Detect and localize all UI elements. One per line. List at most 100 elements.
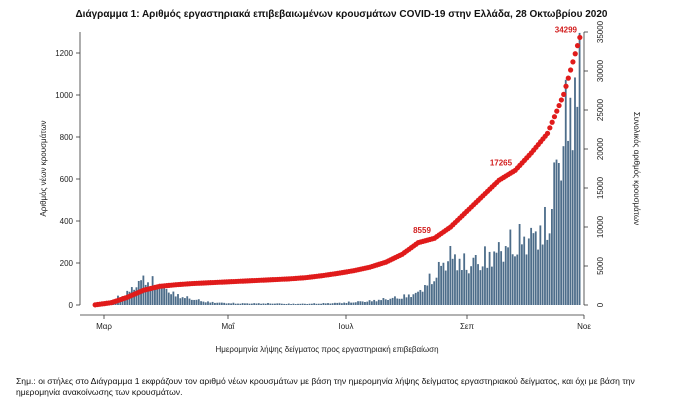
bar bbox=[220, 302, 223, 305]
bar bbox=[495, 252, 498, 305]
bar bbox=[165, 288, 168, 305]
cumulative-cases-dots bbox=[92, 34, 583, 308]
daily-cases-bars bbox=[94, 32, 581, 305]
bar bbox=[154, 286, 156, 305]
chart-annotations: 8559 17265 34299 bbox=[413, 25, 577, 235]
bar bbox=[500, 251, 503, 305]
bar bbox=[347, 301, 350, 305]
bar bbox=[447, 261, 449, 305]
bar bbox=[509, 229, 512, 305]
bar bbox=[504, 246, 507, 305]
bar bbox=[384, 299, 387, 305]
bar bbox=[479, 270, 482, 305]
bar bbox=[218, 302, 221, 305]
bar bbox=[167, 292, 170, 305]
bar bbox=[336, 302, 339, 305]
bar bbox=[343, 302, 346, 305]
bar bbox=[442, 262, 445, 305]
bar bbox=[405, 297, 408, 305]
bar bbox=[197, 299, 200, 305]
bar bbox=[437, 261, 440, 305]
y2-tick-label: 20000 bbox=[596, 137, 605, 160]
bar bbox=[144, 284, 147, 305]
y2-tick-label: 0 bbox=[596, 302, 605, 307]
bar bbox=[463, 253, 466, 305]
bar bbox=[364, 302, 366, 305]
cumulative-point bbox=[572, 51, 578, 57]
bar bbox=[352, 302, 355, 305]
bar bbox=[557, 163, 560, 305]
bar bbox=[456, 270, 459, 305]
bar bbox=[527, 238, 530, 305]
bar bbox=[329, 303, 332, 305]
x-tick-label: Μαρ bbox=[96, 322, 112, 331]
bar bbox=[246, 303, 249, 305]
bar bbox=[449, 245, 452, 305]
bar bbox=[414, 292, 417, 305]
bar bbox=[451, 258, 454, 305]
bar bbox=[188, 298, 191, 305]
cumulative-point bbox=[551, 114, 558, 120]
bar bbox=[516, 254, 519, 305]
bar bbox=[454, 254, 456, 305]
bar bbox=[419, 289, 422, 305]
bar bbox=[216, 302, 219, 305]
bar bbox=[340, 303, 343, 305]
bar bbox=[518, 224, 521, 305]
bar bbox=[177, 294, 179, 305]
bar bbox=[163, 286, 166, 305]
bar bbox=[223, 302, 226, 305]
bar bbox=[382, 298, 385, 305]
bar bbox=[172, 291, 175, 305]
x-tick-label: Νοε bbox=[577, 322, 591, 331]
bar bbox=[525, 254, 528, 305]
bar bbox=[135, 287, 138, 305]
bar bbox=[179, 298, 182, 305]
y-tick-label: 600 bbox=[60, 175, 74, 184]
bar bbox=[255, 303, 258, 305]
y2-tick-label: 25000 bbox=[596, 98, 605, 121]
bar bbox=[530, 227, 533, 305]
cumulative-point bbox=[574, 43, 581, 49]
bar bbox=[184, 298, 186, 305]
cumulative-point bbox=[577, 34, 583, 41]
bar bbox=[317, 303, 320, 305]
bar bbox=[276, 303, 279, 305]
bar bbox=[380, 300, 383, 305]
bar bbox=[539, 225, 542, 305]
bar bbox=[278, 303, 281, 305]
bar bbox=[389, 298, 392, 305]
bar bbox=[186, 296, 189, 305]
bar bbox=[308, 303, 311, 305]
bar bbox=[490, 266, 493, 305]
bar bbox=[322, 302, 325, 305]
y2-tick-label: 15000 bbox=[596, 176, 605, 199]
bar bbox=[292, 303, 295, 305]
bar bbox=[160, 284, 163, 305]
bar bbox=[488, 251, 491, 305]
x-axis-label: Ημερομηνία λήψης δείγματος προς εργαστηρ… bbox=[215, 345, 438, 354]
bar bbox=[350, 302, 352, 305]
bar bbox=[578, 32, 581, 305]
bar bbox=[287, 303, 290, 305]
bar bbox=[544, 206, 546, 305]
bar bbox=[400, 298, 403, 305]
bar bbox=[310, 303, 313, 305]
y-tick-label: 800 bbox=[60, 133, 74, 142]
bar bbox=[421, 291, 424, 305]
bar bbox=[444, 270, 447, 305]
bar bbox=[497, 242, 500, 305]
cumulative-point bbox=[547, 125, 553, 131]
bar bbox=[484, 246, 486, 305]
cumulative-point bbox=[544, 130, 551, 136]
bar bbox=[398, 298, 401, 305]
bar bbox=[477, 264, 479, 305]
bar bbox=[170, 294, 172, 305]
bar bbox=[514, 256, 516, 305]
bar bbox=[338, 302, 341, 305]
bar bbox=[537, 249, 539, 305]
bar bbox=[403, 294, 406, 305]
bar bbox=[433, 281, 436, 305]
y-tick-label: 1000 bbox=[55, 91, 73, 100]
bar bbox=[156, 286, 159, 305]
